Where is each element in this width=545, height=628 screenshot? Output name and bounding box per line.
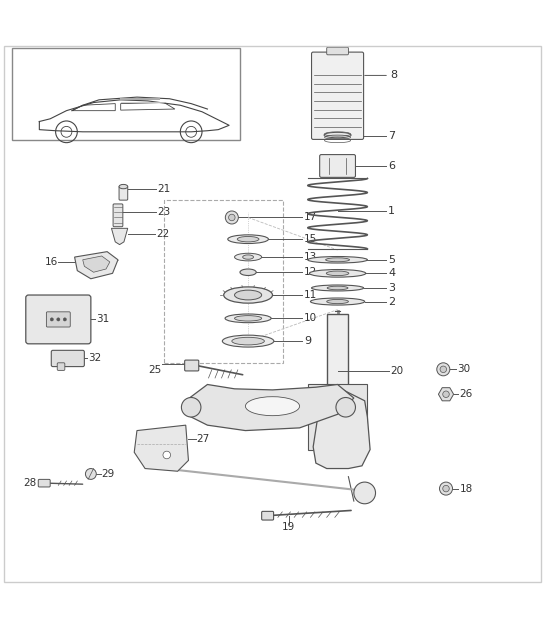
Text: 31: 31 xyxy=(96,315,110,325)
Ellipse shape xyxy=(326,271,349,276)
Text: 25: 25 xyxy=(148,365,161,375)
Circle shape xyxy=(440,366,446,372)
Ellipse shape xyxy=(119,185,128,189)
Ellipse shape xyxy=(310,269,366,277)
Ellipse shape xyxy=(228,235,269,244)
Circle shape xyxy=(63,318,66,321)
Text: 11: 11 xyxy=(304,290,317,300)
Polygon shape xyxy=(186,384,354,431)
Circle shape xyxy=(336,398,355,417)
Circle shape xyxy=(443,485,449,492)
Text: 15: 15 xyxy=(304,234,317,244)
FancyBboxPatch shape xyxy=(262,511,274,520)
Ellipse shape xyxy=(327,286,348,290)
Ellipse shape xyxy=(326,300,348,304)
Bar xyxy=(12,48,240,141)
FancyBboxPatch shape xyxy=(185,360,199,371)
Ellipse shape xyxy=(245,397,300,416)
Ellipse shape xyxy=(234,290,262,300)
Text: 23: 23 xyxy=(158,207,171,217)
Circle shape xyxy=(225,211,238,224)
FancyBboxPatch shape xyxy=(46,312,70,327)
Ellipse shape xyxy=(308,256,367,263)
FancyBboxPatch shape xyxy=(51,350,84,367)
Circle shape xyxy=(439,482,452,495)
Text: 26: 26 xyxy=(459,389,473,399)
Polygon shape xyxy=(75,252,118,279)
Text: 30: 30 xyxy=(457,364,470,374)
Text: 29: 29 xyxy=(102,469,115,479)
Ellipse shape xyxy=(225,314,271,323)
Text: 27: 27 xyxy=(197,434,210,444)
FancyBboxPatch shape xyxy=(326,47,348,55)
Text: 8: 8 xyxy=(391,70,398,80)
Polygon shape xyxy=(134,425,189,471)
Text: 7: 7 xyxy=(388,131,395,141)
Text: 13: 13 xyxy=(304,252,317,262)
Text: 1: 1 xyxy=(388,206,395,216)
FancyBboxPatch shape xyxy=(113,204,123,227)
Ellipse shape xyxy=(243,255,253,259)
Text: 10: 10 xyxy=(304,313,317,323)
FancyBboxPatch shape xyxy=(119,186,128,200)
Text: 17: 17 xyxy=(304,212,317,222)
Text: 5: 5 xyxy=(388,255,395,265)
FancyBboxPatch shape xyxy=(38,479,50,487)
Text: 3: 3 xyxy=(388,283,395,293)
Bar xyxy=(164,200,283,363)
Text: 9: 9 xyxy=(304,336,311,346)
Polygon shape xyxy=(313,390,370,468)
FancyBboxPatch shape xyxy=(26,295,91,344)
Polygon shape xyxy=(438,387,453,401)
Text: 4: 4 xyxy=(388,268,395,278)
Ellipse shape xyxy=(223,287,272,303)
FancyBboxPatch shape xyxy=(312,52,364,139)
Text: 6: 6 xyxy=(388,161,395,171)
Ellipse shape xyxy=(324,133,351,138)
Text: 21: 21 xyxy=(158,184,171,194)
Circle shape xyxy=(86,468,96,479)
Ellipse shape xyxy=(232,337,264,345)
Ellipse shape xyxy=(222,335,274,347)
Ellipse shape xyxy=(311,298,365,305)
Circle shape xyxy=(437,363,450,376)
Ellipse shape xyxy=(312,285,364,291)
Circle shape xyxy=(228,214,235,220)
Text: 22: 22 xyxy=(156,229,169,239)
Text: 12: 12 xyxy=(304,268,317,277)
Text: 19: 19 xyxy=(282,521,295,531)
Text: 28: 28 xyxy=(23,478,37,488)
Ellipse shape xyxy=(240,269,256,276)
Circle shape xyxy=(181,398,201,417)
Circle shape xyxy=(163,451,171,459)
Text: 2: 2 xyxy=(388,296,395,306)
Ellipse shape xyxy=(234,316,262,321)
Text: 32: 32 xyxy=(88,354,101,364)
Bar xyxy=(308,384,367,450)
FancyBboxPatch shape xyxy=(57,363,65,371)
FancyBboxPatch shape xyxy=(320,154,355,177)
Circle shape xyxy=(57,318,60,321)
Ellipse shape xyxy=(326,258,349,262)
Ellipse shape xyxy=(234,253,262,261)
Circle shape xyxy=(443,391,449,398)
Polygon shape xyxy=(83,256,110,273)
Text: 20: 20 xyxy=(391,366,404,376)
Text: 18: 18 xyxy=(459,484,473,494)
Circle shape xyxy=(354,482,376,504)
Polygon shape xyxy=(112,229,128,244)
Bar xyxy=(326,314,348,460)
Circle shape xyxy=(50,318,53,321)
Ellipse shape xyxy=(237,237,259,242)
Text: 16: 16 xyxy=(45,257,58,268)
